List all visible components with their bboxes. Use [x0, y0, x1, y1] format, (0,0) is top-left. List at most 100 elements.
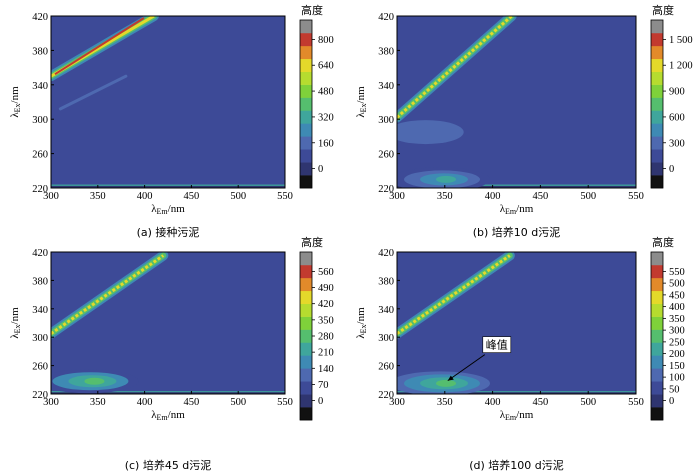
colorbar-segment — [300, 149, 312, 163]
blob-contour — [397, 120, 464, 145]
y-tick-label: 380 — [378, 276, 394, 287]
colorbar-tick-label: 550 — [669, 267, 685, 278]
colorbar-tick-label: 900 — [669, 87, 685, 98]
x-tick-label: 550 — [277, 397, 293, 408]
colorbar: 0 300 600 900 1 200 1 500 高度 — [650, 3, 693, 189]
colorbar-segment — [300, 252, 312, 266]
colorbar-tick-label: 0 — [318, 396, 323, 407]
colorbar-segment — [651, 20, 663, 34]
x-tick-label: 450 — [184, 191, 200, 202]
x-tick-label: 300 — [389, 397, 405, 408]
panel-caption: (d) 培养100 d污泥 — [469, 458, 564, 472]
x-tick-label: 450 — [533, 397, 549, 408]
y-tick-label: 420 — [32, 248, 48, 259]
colorbar-tick-label: 320 — [318, 112, 334, 123]
x-tick-label: 300 — [43, 397, 59, 408]
annotation-arrowhead — [447, 375, 454, 381]
y-tick-label: 220 — [378, 184, 394, 195]
y-axis-label: λEx/nm — [355, 86, 368, 118]
y-tick-label: 340 — [32, 305, 48, 316]
colorbar-tick-label: 490 — [318, 283, 334, 294]
colorbar-tick-label: 300 — [669, 138, 685, 149]
y-tick-label: 220 — [32, 390, 48, 401]
x-tick-label: 400 — [137, 397, 153, 408]
x-tick-label: 550 — [277, 191, 293, 202]
plot-frame — [396, 15, 637, 189]
x-axis-label: λEm/nm — [151, 203, 185, 216]
baseline-edge — [51, 185, 285, 188]
annotation-arrow — [447, 354, 486, 382]
scatter-core — [397, 16, 513, 119]
x-tick-label: 350 — [437, 191, 453, 202]
colorbar-tick-label: 0 — [318, 164, 323, 175]
colorbar-tick-label: 420 — [318, 299, 334, 310]
colorbar-segment — [300, 123, 312, 137]
x-tick-label: 550 — [628, 397, 644, 408]
plot-background — [397, 16, 636, 188]
colorbar-tick-label: 70 — [318, 380, 329, 391]
annotation-label: 峰值 — [486, 339, 508, 352]
colorbar-tick-label: 50 — [669, 384, 680, 395]
y-tick-label: 300 — [378, 333, 394, 344]
colorbar-segment — [300, 32, 312, 47]
y-tick-label: 420 — [32, 12, 48, 23]
plot-background — [397, 252, 636, 394]
colorbar-tick-label: 160 — [318, 138, 334, 149]
x-tick-label: 450 — [184, 397, 200, 408]
baseline-edge — [397, 185, 636, 188]
x-tick-label: 450 — [533, 191, 549, 202]
x-tick-label: 550 — [628, 191, 644, 202]
plot-frame — [50, 251, 286, 395]
annotation-box — [482, 336, 512, 353]
panel-caption: (c) 培养45 d污泥 — [125, 458, 212, 472]
y-tick-label: 340 — [378, 81, 394, 92]
colorbar-segment — [300, 407, 312, 421]
colorbar-segment — [300, 277, 312, 292]
colorbar-segment — [651, 277, 663, 292]
colorbar-segment — [300, 316, 312, 330]
colorbar-segment — [651, 58, 663, 72]
x-tick-label: 350 — [437, 397, 453, 408]
colorbar-segment — [651, 84, 663, 98]
baseline-edge — [397, 392, 636, 394]
x-tick-label: 350 — [90, 191, 106, 202]
colorbar-segment — [651, 342, 663, 356]
x-axis-label: λEm/nm — [151, 409, 185, 422]
y-tick-label: 260 — [32, 362, 48, 373]
colorbar-segment — [651, 355, 663, 369]
colorbar-title: 高度 — [301, 235, 323, 249]
blob-contour — [436, 379, 457, 387]
panel-d: 300 350 400 450 500 550220260300340380420λEm/… — [355, 235, 685, 472]
colorbar-segment — [300, 162, 312, 176]
colorbar-segment — [651, 368, 663, 382]
colorbar-segment — [651, 136, 663, 150]
x-tick-label: 400 — [137, 191, 153, 202]
colorbar-segment — [651, 394, 663, 408]
secondary-band — [58, 74, 128, 111]
colorbar-segment — [300, 290, 312, 304]
y-tick-label: 300 — [378, 115, 394, 126]
colorbar-segment — [300, 58, 312, 72]
colorbar-segment — [300, 394, 312, 408]
colorbar-segment — [651, 252, 663, 266]
scatter-peak — [54, 17, 145, 76]
colorbar-segment — [300, 355, 312, 369]
blob-contour — [84, 377, 105, 385]
y-tick-label: 260 — [32, 150, 48, 161]
x-tick-label: 500 — [580, 191, 596, 202]
colorbar-segment — [651, 290, 663, 304]
y-tick-label: 300 — [32, 115, 48, 126]
colorbar-segment — [651, 303, 663, 317]
colorbar-segment — [651, 123, 663, 137]
x-tick-label: 350 — [90, 397, 106, 408]
colorbar-tick-label: 350 — [318, 315, 334, 326]
colorbar-segment — [651, 149, 663, 163]
plot-area — [397, 16, 636, 188]
x-tick-label: 400 — [485, 191, 501, 202]
x-tick-label: 300 — [43, 191, 59, 202]
y-tick-label: 260 — [378, 362, 394, 373]
panel-b: 300 350 400 450 500 550 220 260 300 340 380 420 λEm/… — [355, 3, 693, 239]
colorbar: 0 70 140 210 280 350 420 490 560 高度 — [299, 235, 334, 421]
y-axis-label: λEx/nm — [9, 86, 22, 118]
